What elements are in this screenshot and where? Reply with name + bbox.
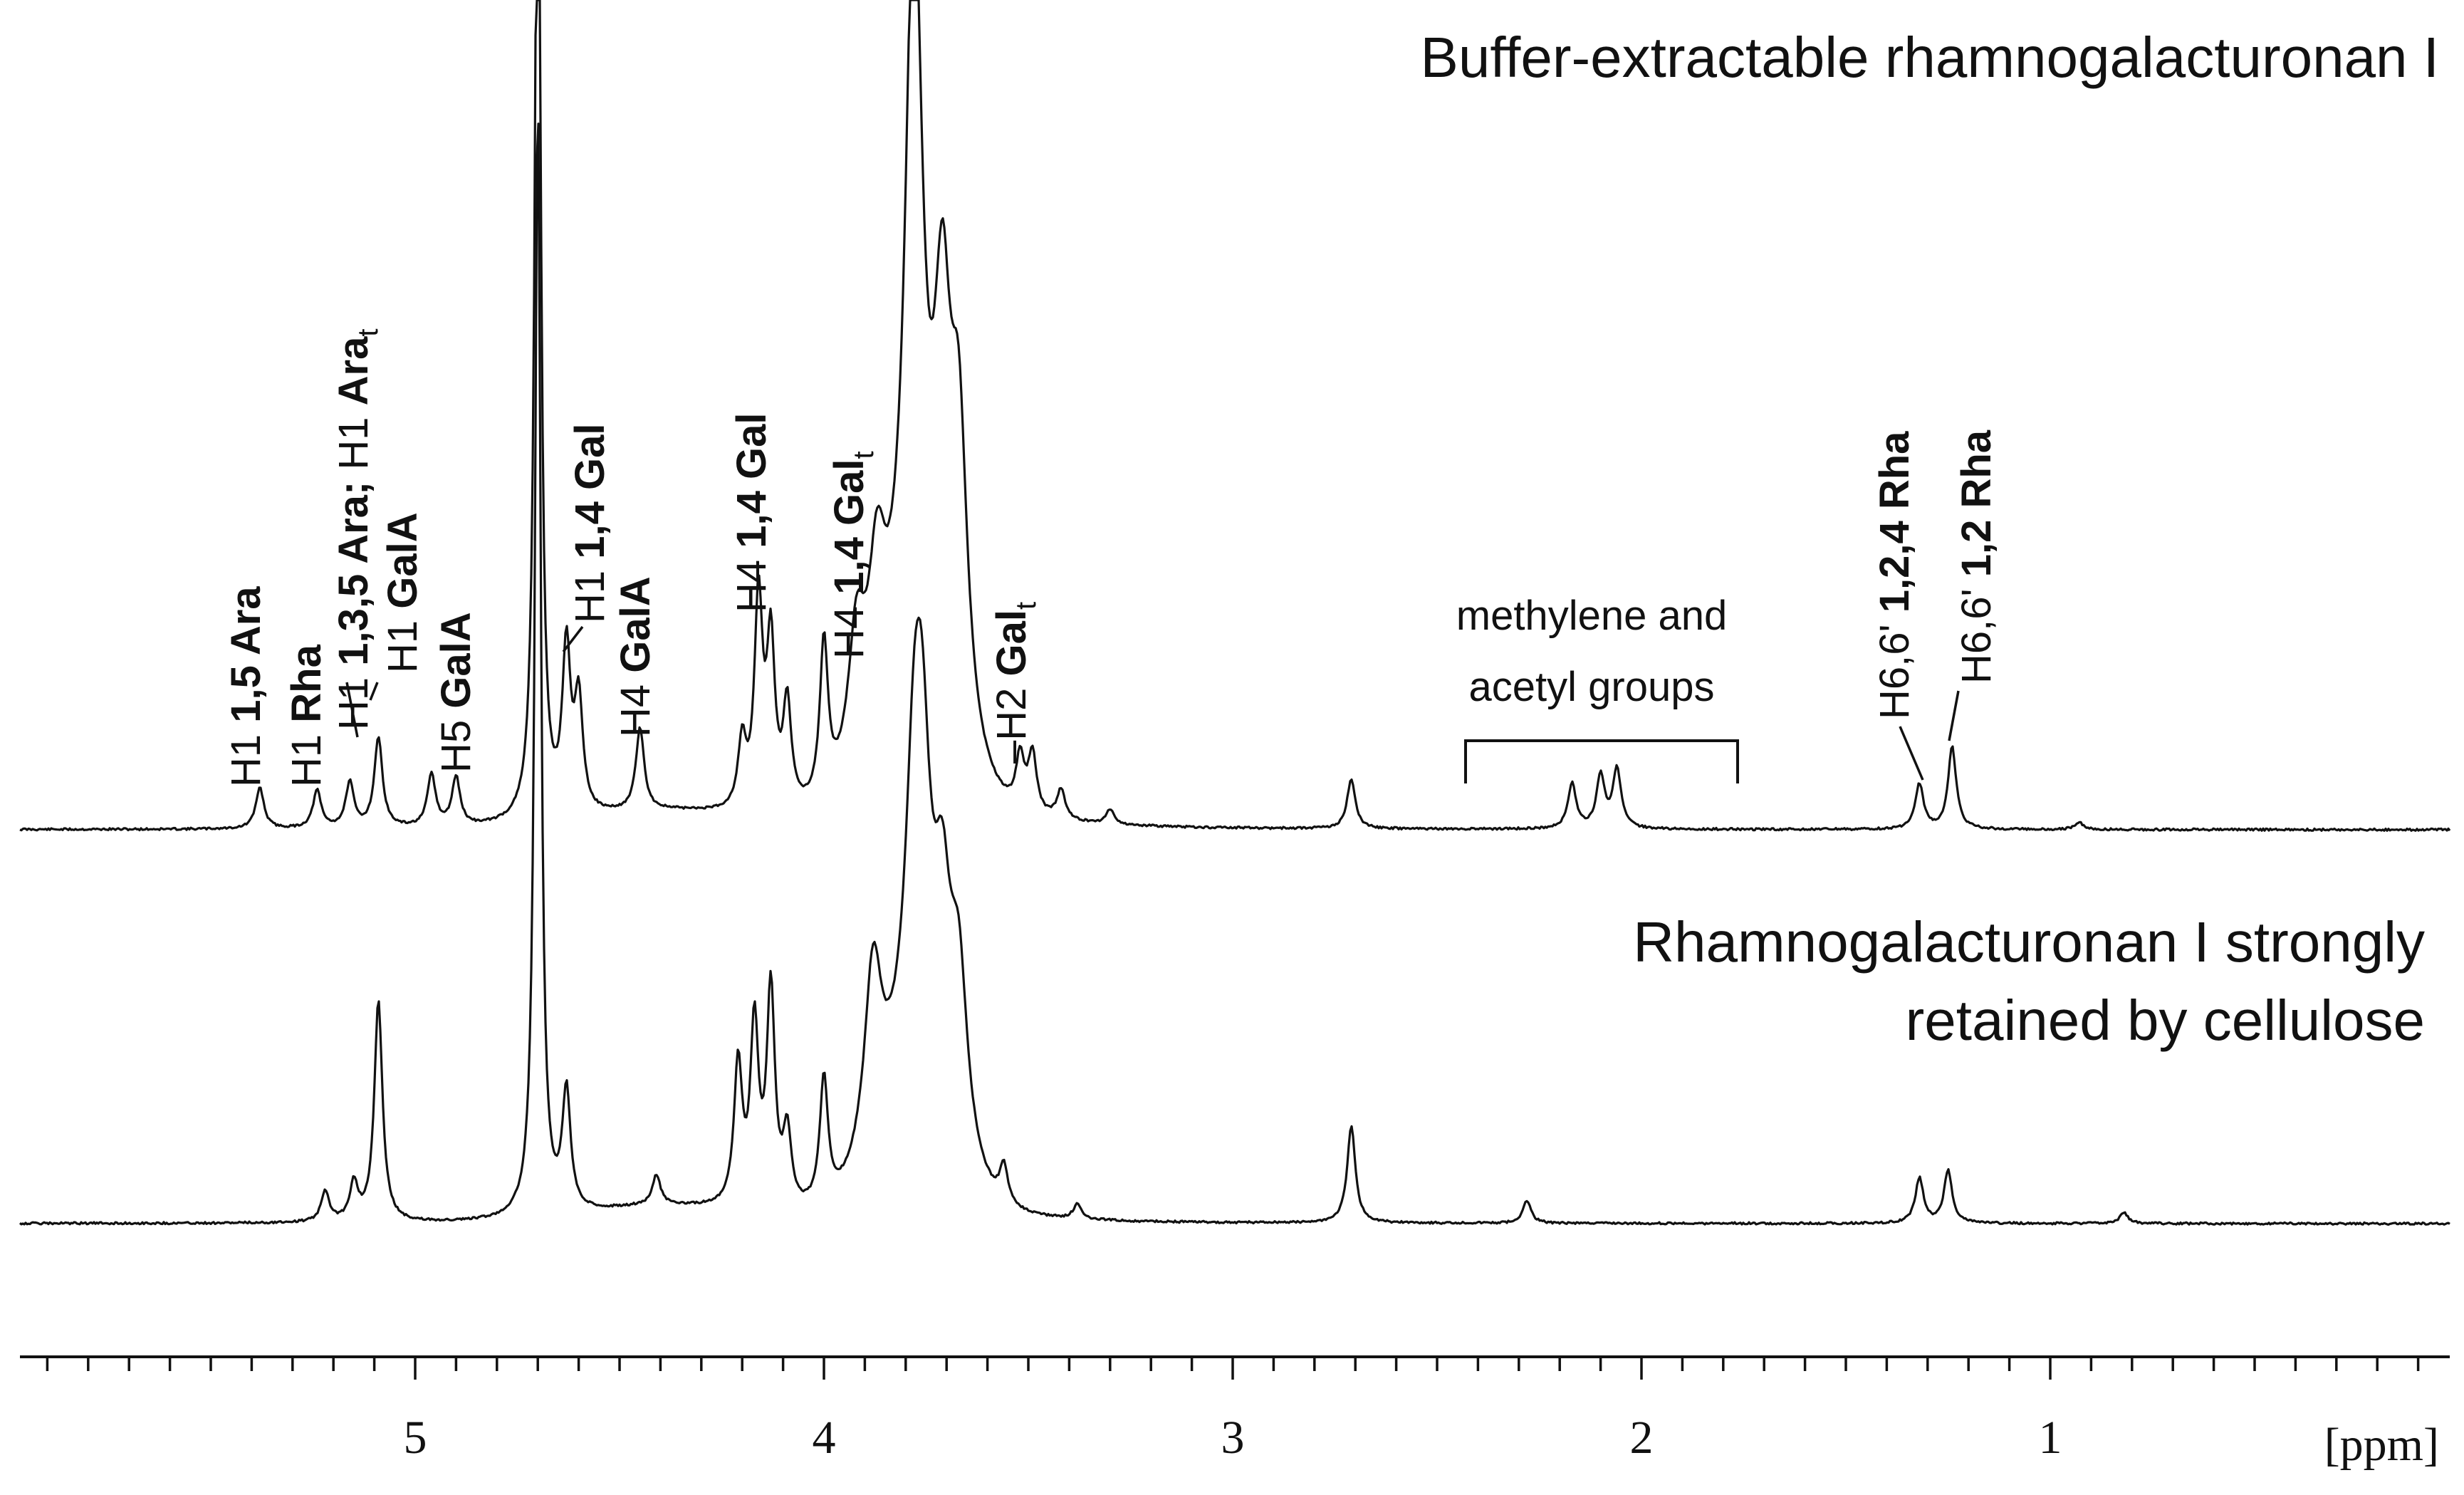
methylene-label-line1: methylene and bbox=[1456, 593, 1727, 639]
x-tick-label: 2 bbox=[1630, 1412, 1654, 1464]
peak-label-h66-124rha: H6,6' 1,2,4 Rha bbox=[1872, 431, 1918, 719]
x-axis-tick-labels: 5 4 3 2 1 bbox=[404, 1412, 2062, 1464]
peak-label-h4-14galt: H4 1,4 Galt bbox=[826, 451, 879, 659]
x-tick-label: 5 bbox=[404, 1412, 427, 1464]
peak-label-h1-14gal: H1 1,4 Gal bbox=[567, 424, 613, 624]
x-tick-label: 1 bbox=[2039, 1412, 2062, 1464]
peak-label-h66-12rha: H6,6' 1,2 Rha bbox=[1953, 429, 2000, 684]
peak-label-h1-rha: H1 Rha bbox=[283, 644, 330, 787]
x-tick-label: 4 bbox=[813, 1412, 836, 1464]
title-bottom-spectrum-line1: Rhamnogalacturonan I strongly bbox=[1633, 910, 2425, 974]
x-axis-ticks bbox=[46, 1357, 2420, 1380]
methylene-label-line2: acetyl groups bbox=[1469, 664, 1715, 710]
title-top-spectrum: Buffer-extractable rhamnogalacturonan I bbox=[1421, 26, 2439, 89]
peak-label-h5-gala: H5 GalA bbox=[433, 612, 479, 773]
peak-label-h1-15ara: H1 1,5 Ara bbox=[223, 586, 269, 787]
peak-labels: H1 1,5 Ara H1 Rha H1 1,3,5 Ara; H1 Arat … bbox=[223, 329, 2000, 787]
peak-label-h4-gala: H4 GalA bbox=[612, 576, 659, 737]
x-axis-unit-label: [ppm] bbox=[2324, 1419, 2439, 1471]
label-leader-lines bbox=[345, 625, 1960, 781]
peak-label-h2-galt: –H2 Galt bbox=[988, 602, 1042, 764]
x-tick-label: 3 bbox=[1221, 1412, 1245, 1464]
peak-label-h1-135ara: H1 1,3,5 Ara; H1 Arat bbox=[330, 329, 384, 730]
peak-label-h1-gala: H1 GalA bbox=[380, 512, 426, 673]
peak-label-h4-14gal: H4 1,4 Gal bbox=[729, 413, 775, 613]
spectrum-bottom-line bbox=[19, 123, 2450, 1226]
methylene-bracket bbox=[1464, 739, 1739, 783]
spectrum-top-line bbox=[19, 0, 2451, 832]
title-bottom-spectrum-line2: retained by cellulose bbox=[1906, 989, 2425, 1052]
